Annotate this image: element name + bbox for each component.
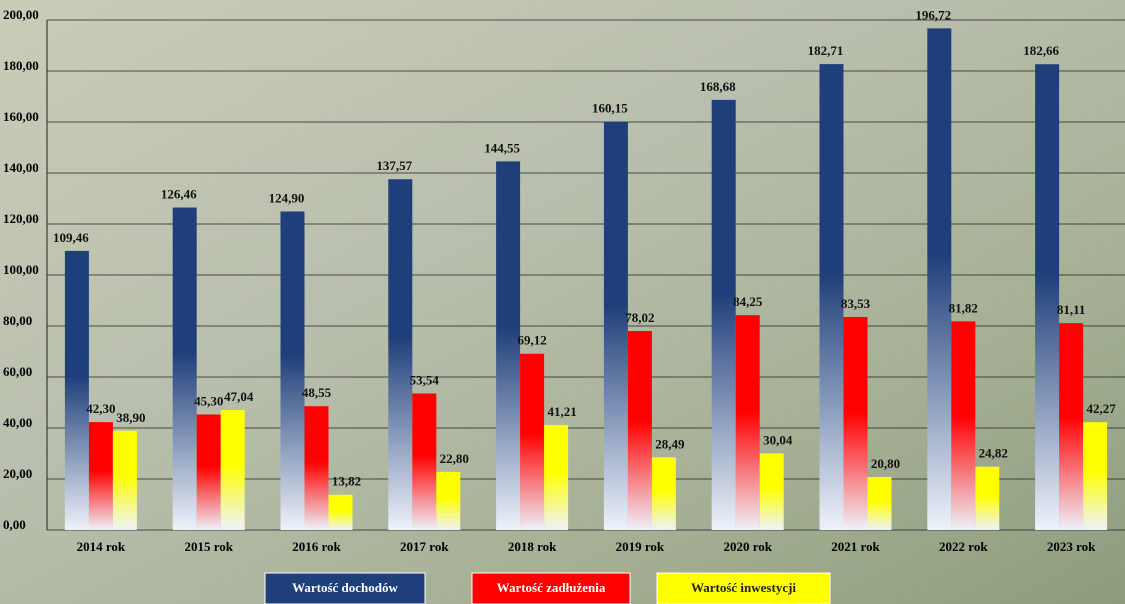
y-tick-label: 180,00 [3,58,39,73]
value-label: 81,82 [949,300,978,315]
bar [412,393,437,530]
y-tick-label: 160,00 [3,109,39,124]
y-tick-label: 200,00 [3,7,39,22]
value-label: 126,46 [161,187,197,202]
bar [496,161,521,530]
value-label: 13,82 [332,474,361,489]
value-label: 78,02 [625,310,654,325]
value-label: 30,04 [763,432,793,447]
bar [436,471,461,530]
bar [196,414,221,530]
x-tick-label: 2018 rok [508,539,557,554]
bar [843,316,868,530]
x-tick-label: 2022 rok [939,539,988,554]
value-label: 22,80 [440,451,469,466]
value-label: 24,82 [979,446,1008,461]
value-label: 83,53 [841,296,871,311]
value-label: 38,90 [116,410,145,425]
y-tick-label: 80,00 [3,313,32,328]
value-label: 137,57 [376,158,412,173]
bar [280,211,305,530]
value-label: 48,55 [302,385,332,400]
bar [711,99,736,530]
y-tick-label: 60,00 [3,364,32,379]
legend-label: Wartość inwestycji [691,580,796,595]
bar [172,207,197,531]
bar [603,121,628,531]
bar [220,410,245,530]
bar [951,321,976,530]
y-tick-label: 20,00 [3,466,32,481]
bar [544,424,569,530]
bar [867,476,892,530]
x-tick-label: 2019 rok [616,539,665,554]
value-label: 45,30 [194,393,223,408]
bar [328,494,353,530]
bar [651,457,676,530]
value-label: 182,66 [1023,43,1059,58]
value-label: 109,46 [53,230,89,245]
bar [975,466,1000,530]
bar [64,250,89,530]
value-label: 42,30 [86,401,115,416]
value-label: 20,80 [871,456,900,471]
bar [759,453,784,530]
bar [520,353,545,530]
bar [819,64,844,530]
bar [735,315,760,530]
value-label: 42,27 [1086,401,1116,416]
bar [1035,64,1060,530]
x-tick-label: 2020 rok [723,539,772,554]
x-tick-label: 2023 rok [1047,539,1096,554]
value-label: 144,55 [484,140,520,155]
legend-swatch [471,572,631,604]
bar [388,179,413,530]
y-tick-label: 120,00 [3,211,39,226]
x-tick-label: 2015 rok [184,539,233,554]
bar [1083,422,1108,530]
value-label: 84,25 [733,294,763,309]
y-tick-label: 0,00 [3,517,26,532]
value-label: 53,54 [410,372,440,387]
y-tick-label: 100,00 [3,262,39,277]
bar [1059,323,1084,530]
bar [927,28,952,530]
value-label: 41,21 [547,404,576,419]
value-label: 81,11 [1057,302,1086,317]
value-label: 182,71 [808,43,844,58]
bar [304,406,329,530]
value-label: 69,12 [517,333,546,348]
bar [627,331,652,530]
x-tick-label: 2014 rok [77,539,126,554]
x-tick-label: 2021 rok [831,539,880,554]
legend-label: Wartość zadłużenia [497,580,606,595]
value-label: 160,15 [592,101,628,116]
legend-label: Wartość dochodów [292,580,398,595]
y-tick-label: 140,00 [3,160,39,175]
value-label: 28,49 [655,436,685,451]
bar [112,430,137,530]
x-tick-label: 2017 rok [400,539,449,554]
y-tick-label: 40,00 [3,415,32,430]
bar [88,422,113,530]
value-label: 47,04 [224,389,254,404]
legend-swatch [656,572,831,604]
value-label: 124,90 [269,190,305,205]
legend-swatch [264,572,426,604]
x-tick-label: 2016 rok [292,539,341,554]
value-label: 196,72 [915,7,951,22]
value-label: 168,68 [700,79,736,94]
